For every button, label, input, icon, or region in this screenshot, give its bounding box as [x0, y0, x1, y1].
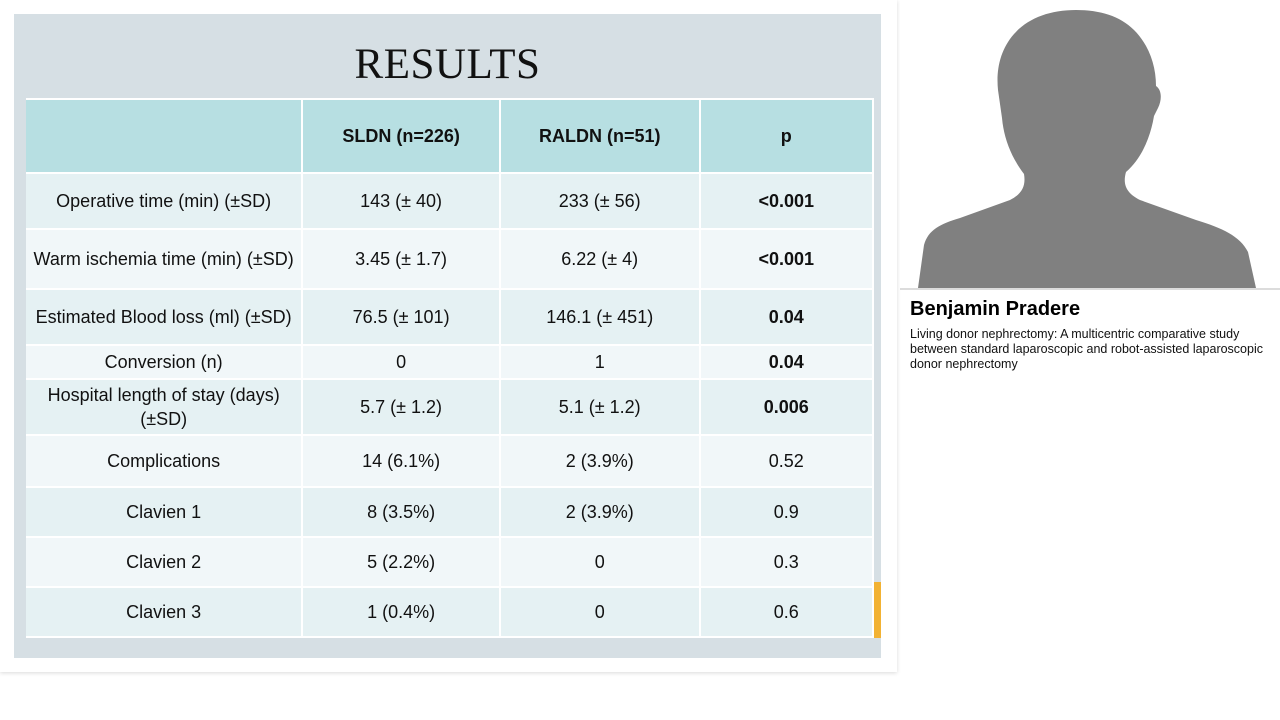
- row-label: Hospital length of stay (days) (±SD): [26, 379, 304, 436]
- p-value: 0.006: [699, 379, 875, 436]
- p-value: 0.6: [699, 587, 875, 638]
- results-table: SLDN (n=226) RALDN (n=51) p Operative ti…: [26, 98, 875, 638]
- raldn-value: 5.1 (± 1.2): [499, 379, 701, 436]
- header-sldn: SLDN (n=226): [302, 98, 501, 174]
- person-silhouette-icon: [918, 10, 1256, 288]
- speaker-name: Benjamin Pradere: [910, 298, 1081, 320]
- row-label: Operative time (min) (±SD): [26, 173, 304, 230]
- sldn-value: 0: [302, 345, 501, 380]
- table-row: Clavien 2 5 (2.2%) 0 0.3: [26, 537, 875, 588]
- table-row: Warm ischemia time (min) (±SD) 3.45 (± 1…: [26, 229, 875, 290]
- row-label: Clavien 2: [26, 537, 304, 588]
- table-row: Hospital length of stay (days) (±SD) 5.7…: [26, 379, 875, 436]
- raldn-value: 1: [499, 345, 701, 380]
- row-label: Clavien 3: [26, 587, 304, 638]
- slide-title: RESULTS: [354, 41, 541, 88]
- raldn-value: 0: [499, 587, 701, 638]
- sldn-value: 143 (± 40): [302, 173, 501, 230]
- speaker-photo: [900, 0, 1280, 288]
- table-row: Complications 14 (6.1%) 2 (3.9%) 0.52: [26, 435, 875, 488]
- p-value: 0.04: [699, 345, 875, 380]
- raldn-value: 2 (3.9%): [499, 435, 701, 488]
- row-label: Warm ischemia time (min) (±SD): [26, 229, 304, 290]
- p-value: 0.04: [699, 289, 875, 346]
- p-value: 0.9: [699, 487, 875, 538]
- sldn-value: 14 (6.1%): [302, 435, 501, 488]
- sldn-value: 8 (3.5%): [302, 487, 501, 538]
- p-value: 0.52: [699, 435, 875, 488]
- photo-divider: [900, 288, 1280, 290]
- raldn-value: 6.22 (± 4): [499, 229, 701, 290]
- raldn-value: 233 (± 56): [499, 173, 701, 230]
- raldn-value: 2 (3.9%): [499, 487, 701, 538]
- table-header-row: SLDN (n=226) RALDN (n=51) p: [26, 98, 875, 174]
- header-empty: [26, 98, 304, 174]
- slide: RESULTS SLDN (n=226) RALDN (n=51) p: [14, 14, 881, 658]
- table-row: Clavien 3 1 (0.4%) 0 0.6: [26, 587, 875, 638]
- row-label: Conversion (n): [26, 345, 304, 380]
- header-p: p: [699, 98, 875, 174]
- sldn-value: 3.45 (± 1.7): [302, 229, 501, 290]
- p-value: <0.001: [699, 173, 875, 230]
- talk-title: Living donor nephrectomy: A multicentric…: [910, 327, 1263, 371]
- row-label: Estimated Blood loss (ml) (±SD): [26, 289, 304, 346]
- p-value: <0.001: [699, 229, 875, 290]
- header-raldn: RALDN (n=51): [499, 98, 701, 174]
- raldn-value: 146.1 (± 451): [499, 289, 701, 346]
- accent-bar: [874, 582, 881, 638]
- table-row: Clavien 1 8 (3.5%) 2 (3.9%) 0.9: [26, 487, 875, 538]
- table-row: Conversion (n) 0 1 0.04: [26, 345, 875, 380]
- raldn-value: 0: [499, 537, 701, 588]
- sldn-value: 76.5 (± 101): [302, 289, 501, 346]
- p-value: 0.3: [699, 537, 875, 588]
- row-label: Complications: [26, 435, 304, 488]
- sldn-value: 1 (0.4%): [302, 587, 501, 638]
- row-label: Clavien 1: [26, 487, 304, 538]
- table-row: Estimated Blood loss (ml) (±SD) 76.5 (± …: [26, 289, 875, 346]
- slide-frame: RESULTS SLDN (n=226) RALDN (n=51) p: [14, 14, 881, 658]
- sldn-value: 5.7 (± 1.2): [302, 379, 501, 436]
- table-row: Operative time (min) (±SD) 143 (± 40) 23…: [26, 173, 875, 230]
- sldn-value: 5 (2.2%): [302, 537, 501, 588]
